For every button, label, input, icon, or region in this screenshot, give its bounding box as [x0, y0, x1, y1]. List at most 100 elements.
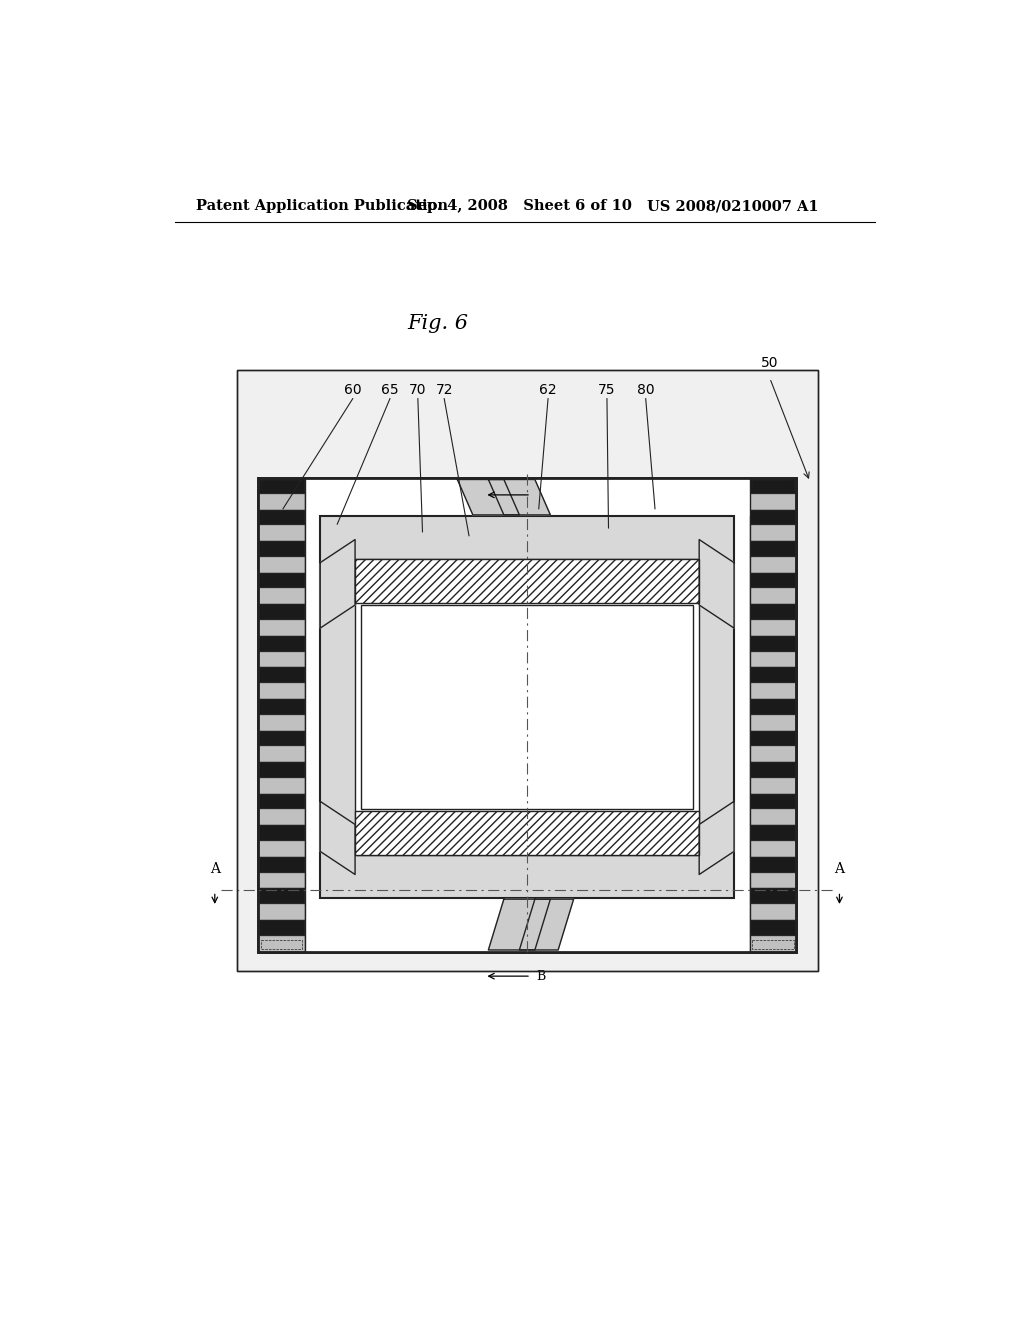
Bar	[750, 557, 796, 573]
Bar	[750, 873, 796, 888]
Polygon shape	[321, 801, 355, 874]
Bar	[750, 904, 796, 920]
Bar	[260, 480, 302, 490]
Bar	[258, 557, 305, 573]
Bar	[258, 873, 305, 888]
Bar	[750, 888, 796, 904]
Bar	[258, 478, 305, 952]
Bar	[750, 478, 796, 952]
Polygon shape	[488, 479, 550, 515]
Bar	[750, 478, 796, 494]
Bar	[258, 684, 305, 700]
Bar	[750, 620, 796, 636]
Bar	[258, 746, 305, 762]
Bar	[355, 558, 699, 855]
Text: A: A	[210, 862, 220, 876]
Text: 50: 50	[761, 356, 778, 370]
Bar	[258, 857, 305, 873]
Bar	[750, 541, 796, 557]
Bar	[258, 652, 305, 668]
Bar	[750, 700, 796, 714]
Bar	[750, 494, 796, 510]
Bar	[750, 920, 796, 936]
Polygon shape	[699, 801, 734, 874]
Bar	[258, 494, 305, 510]
Text: 75: 75	[598, 383, 615, 397]
Text: 62: 62	[540, 383, 557, 397]
Bar	[258, 605, 305, 620]
Bar	[237, 370, 818, 970]
Bar	[305, 478, 750, 516]
Bar	[258, 573, 305, 589]
Text: A: A	[835, 862, 845, 876]
Bar	[355, 558, 699, 603]
Text: B: B	[537, 970, 546, 982]
Bar	[750, 573, 796, 589]
Bar	[750, 684, 796, 700]
Bar	[750, 525, 796, 541]
Text: 70: 70	[410, 383, 427, 397]
Polygon shape	[458, 479, 519, 515]
Bar	[750, 714, 796, 730]
Bar	[258, 762, 305, 777]
Bar	[750, 841, 796, 857]
Bar	[750, 668, 796, 684]
Bar	[258, 809, 305, 825]
Polygon shape	[488, 899, 550, 950]
Polygon shape	[321, 540, 355, 628]
Text: 80: 80	[637, 383, 654, 397]
Bar	[258, 589, 305, 605]
Bar	[750, 746, 796, 762]
Bar	[305, 486, 750, 944]
Bar	[750, 857, 796, 873]
Bar	[750, 730, 796, 746]
Bar	[750, 510, 796, 525]
Bar	[237, 370, 818, 970]
Text: B: B	[537, 488, 546, 502]
Bar	[750, 605, 796, 620]
Text: Sep. 4, 2008   Sheet 6 of 10: Sep. 4, 2008 Sheet 6 of 10	[407, 199, 632, 213]
Bar	[258, 936, 305, 952]
Bar	[752, 940, 794, 949]
Bar	[258, 888, 305, 904]
Text: 72: 72	[435, 383, 453, 397]
Bar	[258, 730, 305, 746]
Bar	[258, 510, 305, 525]
Bar	[258, 478, 796, 952]
Text: US 2008/0210007 A1: US 2008/0210007 A1	[647, 199, 819, 213]
Bar	[361, 605, 693, 809]
Bar	[750, 825, 796, 841]
Polygon shape	[519, 899, 573, 950]
Bar	[258, 478, 305, 494]
Bar	[258, 825, 305, 841]
Bar	[355, 810, 699, 855]
Bar	[750, 793, 796, 809]
Bar	[258, 700, 305, 714]
Bar	[750, 762, 796, 777]
Bar	[258, 904, 305, 920]
Text: Fig. 6: Fig. 6	[408, 314, 469, 334]
Bar	[258, 636, 305, 652]
Bar	[258, 841, 305, 857]
Bar	[258, 920, 305, 936]
Bar	[321, 516, 734, 898]
Bar	[750, 636, 796, 652]
Text: 60: 60	[344, 383, 361, 397]
Bar	[258, 793, 305, 809]
Bar	[260, 940, 302, 949]
Bar	[258, 525, 305, 541]
Bar	[258, 668, 305, 684]
Bar	[750, 936, 796, 952]
Bar	[752, 480, 794, 490]
Bar	[258, 777, 305, 793]
Bar	[258, 714, 305, 730]
Bar	[750, 589, 796, 605]
Bar	[750, 777, 796, 793]
Bar	[750, 652, 796, 668]
Bar	[305, 478, 750, 952]
Text: Patent Application Publication: Patent Application Publication	[197, 199, 449, 213]
Text: 65: 65	[381, 383, 398, 397]
Bar	[258, 620, 305, 636]
Bar	[258, 478, 796, 952]
Bar	[258, 541, 305, 557]
